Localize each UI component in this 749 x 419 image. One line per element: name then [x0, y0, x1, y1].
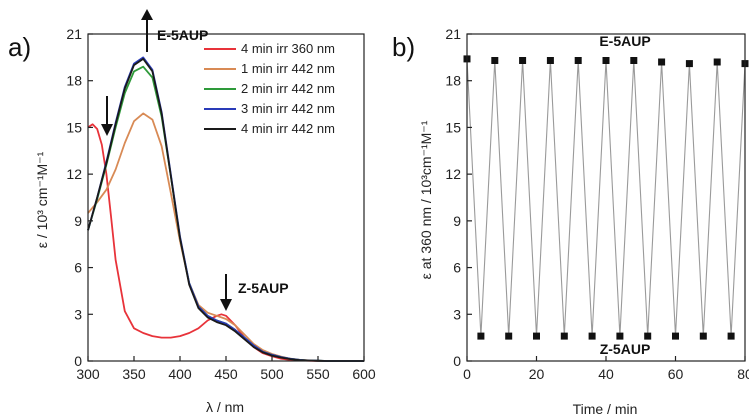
panel-b-axes: 0 20 40 60 80 0 3 6 9 12 15 18 21 — [445, 26, 749, 382]
cycle-point — [630, 57, 638, 64]
cycle-point — [560, 332, 568, 340]
panel-a-label: a) — [8, 32, 31, 62]
panel-b-plot — [463, 55, 749, 340]
cycle-point — [685, 60, 693, 68]
x-tick-label: 0 — [463, 366, 471, 382]
cycle-point — [477, 332, 485, 340]
e-5aup-annotation-a: E-5AUP — [157, 27, 208, 43]
y-tick-label: 3 — [74, 306, 82, 322]
panel-a-y-axis-label: ε / 10³ cm⁻¹M⁻¹ — [34, 151, 50, 248]
x-tick-label: 60 — [668, 366, 684, 382]
cycle-point — [546, 57, 554, 64]
cycle-point — [616, 332, 624, 340]
plot-frame — [466, 33, 746, 362]
panel-b-y-axis-label: ε at 360 nm / 10³cm⁻¹M⁻¹ — [418, 120, 434, 279]
legend-entry: 4 min irr 442 nm — [241, 121, 335, 136]
x-tick-label: 450 — [214, 366, 238, 382]
panel-a-axes: 300 350 400 450 500 550 600 0 3 6 9 12 15 18 21 — [66, 26, 375, 382]
panel-b-label: b) — [392, 32, 415, 62]
y-tick-label: 18 — [445, 73, 461, 89]
cycle-point — [491, 57, 499, 64]
y-tick-label: 12 — [445, 166, 461, 182]
x-tick-label: 40 — [598, 366, 614, 382]
e-arrow-up — [141, 9, 153, 52]
cycle-point — [644, 332, 652, 340]
x-tick-label: 400 — [168, 366, 192, 382]
x-tick-label: 350 — [122, 366, 146, 382]
cycle-point — [588, 332, 596, 340]
cycle-point — [505, 332, 513, 340]
cycle-point — [699, 332, 707, 340]
cycle-point — [672, 332, 679, 340]
arrow-down-left — [101, 96, 113, 136]
cycle-point — [602, 57, 610, 64]
x-tick-label: 500 — [260, 366, 284, 382]
y-tick-label: 21 — [66, 26, 82, 42]
legend-entry: 4 min irr 360 nm — [241, 41, 335, 56]
e-5aup-annotation-b: E-5AUP — [599, 33, 650, 49]
y-tick-label: 12 — [66, 166, 82, 182]
y-tick-label: 21 — [445, 26, 461, 42]
y-tick-label: 9 — [74, 213, 82, 229]
x-tick-label: 600 — [352, 366, 376, 382]
y-tick-label: 0 — [74, 353, 82, 369]
cycle-point — [533, 332, 540, 340]
cycle-point — [658, 58, 666, 66]
x-tick-label: 300 — [76, 366, 100, 382]
legend-entry: 1 min irr 442 nm — [241, 61, 335, 76]
y-tick-label: 6 — [74, 260, 82, 276]
z-5aup-annotation-b: Z-5AUP — [600, 341, 651, 357]
z-5aup-annotation-a: Z-5AUP — [238, 280, 289, 296]
y-tick-label: 3 — [453, 306, 461, 322]
y-tick-label: 6 — [453, 260, 461, 276]
z-arrow-down — [220, 274, 232, 311]
y-tick-label: 15 — [445, 119, 461, 135]
cycle-point — [519, 57, 527, 64]
panel-a-x-axis-label: λ / nm — [206, 399, 244, 415]
x-tick-label: 80 — [737, 366, 749, 382]
y-tick-label: 0 — [453, 353, 461, 369]
cycle-point — [574, 57, 582, 64]
x-tick-label: 20 — [529, 366, 545, 382]
y-tick-label: 15 — [66, 119, 82, 135]
legend-entry: 3 min irr 442 nm — [241, 101, 335, 116]
x-tick-label: 550 — [306, 366, 330, 382]
cycle-line — [466, 58, 746, 337]
panel-b-x-axis-label: Time / min — [573, 401, 638, 417]
y-tick-label: 9 — [453, 213, 461, 229]
panel-a-legend: 4 min irr 360 nm 1 min irr 442 nm 2 min ir… — [204, 41, 335, 136]
legend-entry: 2 min irr 442 nm — [241, 81, 335, 96]
cycle-point — [713, 58, 721, 66]
y-tick-label: 18 — [66, 73, 82, 89]
cycle-point — [727, 332, 735, 340]
